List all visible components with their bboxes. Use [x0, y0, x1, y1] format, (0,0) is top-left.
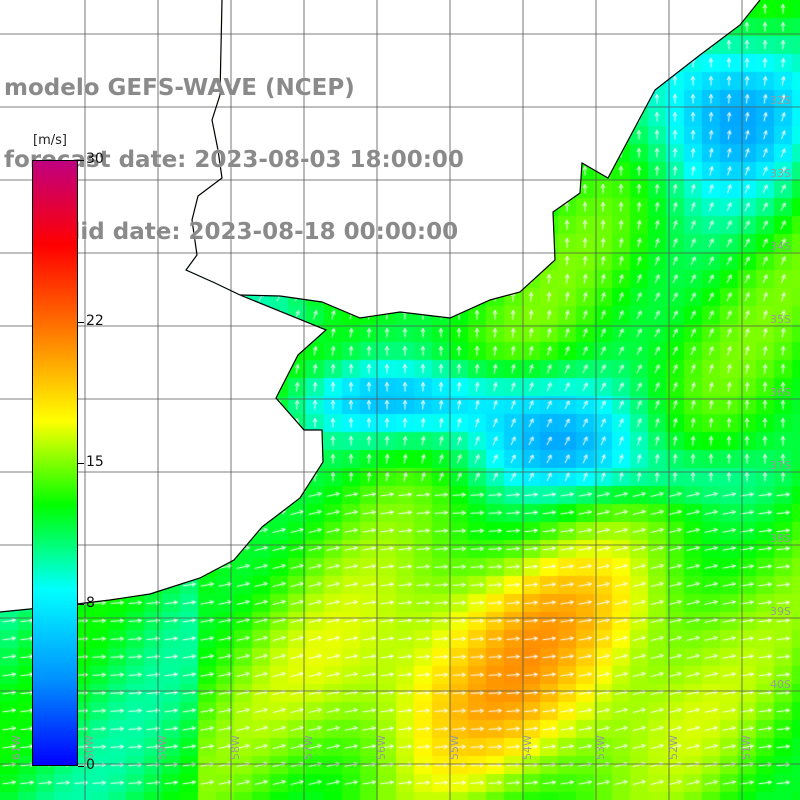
color-scale-tick-label: 8 [86, 595, 95, 612]
model-title: modelo GEFS-WAVE (NCEP) [4, 75, 355, 101]
latitude-label: 37S [770, 459, 791, 472]
latitude-label: 38S [770, 532, 791, 545]
color-scale-tick-label: 0 [86, 757, 95, 773]
longitude-label: 52W [667, 735, 680, 760]
color-scale-bar [32, 160, 78, 766]
longitude-label: 51W [740, 735, 753, 760]
latitude-label: 32S [770, 94, 791, 107]
longitude-labels: 61W 60W 59W 58W 57W 56W 55W 54W 53W 52W 51W [10, 735, 753, 760]
longitude-label: 61W [10, 735, 23, 760]
longitude-label: 56W [375, 735, 388, 760]
valid-date: valid date: 2023-08-18 00:00:00 [42, 219, 459, 245]
latitude-labels: 32S 33S 34S 35S 36S 37S 38S 39S 40S [770, 94, 791, 691]
legend-unit: [m/s] [33, 133, 67, 148]
color-scale-tick-mark [78, 463, 84, 464]
latitude-label: 36S [770, 386, 791, 399]
color-scale-tick-mark [78, 604, 84, 606]
longitude-label: 54W [521, 735, 534, 760]
coastline [0, 0, 761, 613]
longitude-label: 57W [302, 735, 315, 760]
color-scale-tick-label: 30 [86, 151, 104, 167]
color-scale-tick-mark [78, 160, 84, 161]
longitude-label: 53W [594, 735, 607, 760]
latitude-label: 39S [770, 605, 791, 618]
longitude-label: 58W [229, 735, 242, 760]
longitude-label: 55W [448, 735, 461, 760]
latitude-label: 34S [770, 240, 791, 253]
latitude-label: 35S [770, 313, 791, 326]
longitude-label: 59W [156, 735, 169, 760]
color-scale-tick-label: 15 [86, 454, 104, 470]
color-scale-tick-label: 22 [86, 312, 104, 329]
latitude-label: 33S [770, 167, 791, 180]
longitude-label: 60W [83, 735, 96, 760]
latitude-label: 40S [770, 678, 791, 691]
color-scale-tick-mark [78, 766, 84, 767]
color-scale-tick-mark [78, 321, 84, 323]
